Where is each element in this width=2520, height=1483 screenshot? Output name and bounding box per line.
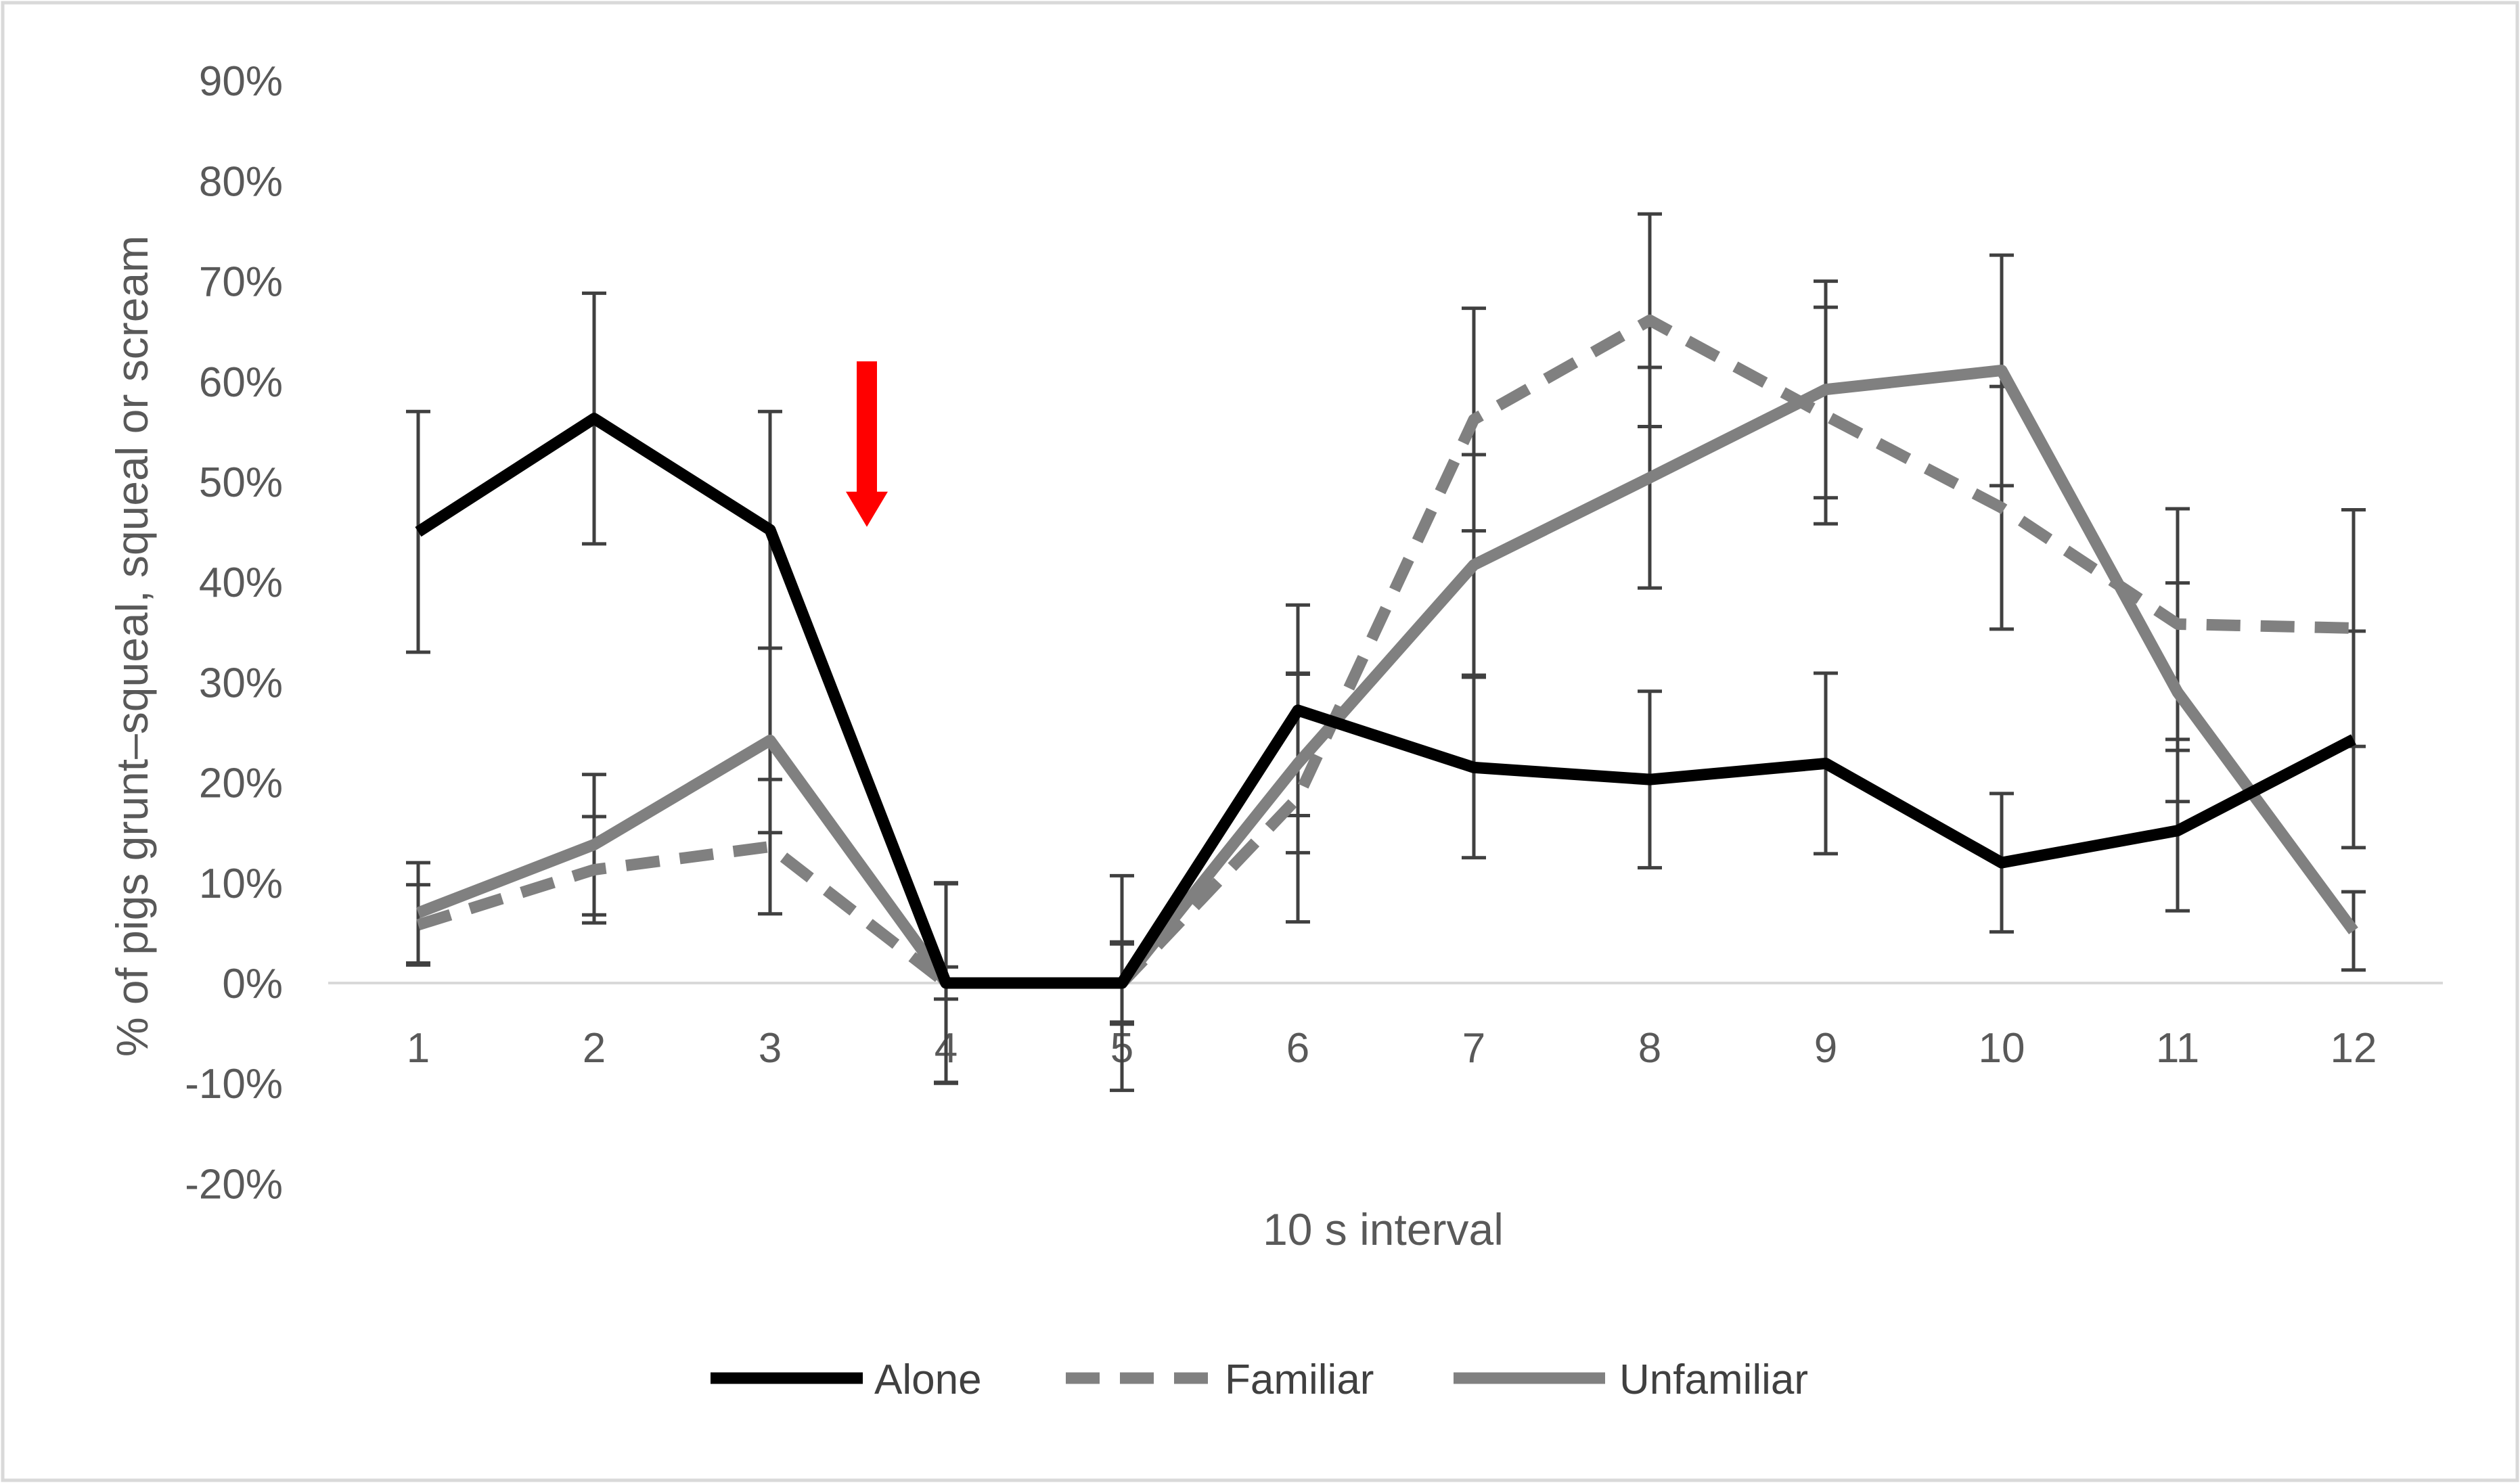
series-line-familiar: [416, 314, 2354, 989]
x-tick-label: 1: [407, 1025, 430, 1072]
y-tick-label: -10%: [185, 1061, 283, 1108]
x-axis-title: 10 s interval: [1263, 1204, 1504, 1254]
y-tick-label: 80%: [199, 158, 283, 205]
y-tick-label: 30%: [199, 660, 283, 706]
y-tick-label: 20%: [199, 760, 283, 807]
x-tick-label: 2: [583, 1025, 606, 1072]
y-tick-label: 0%: [222, 961, 283, 1007]
y-tick-label: 50%: [199, 459, 283, 506]
x-tick-label: 11: [2156, 1025, 2199, 1072]
legend-label-alone: Alone: [874, 1356, 982, 1403]
x-tick-label: 3: [759, 1025, 782, 1072]
legend-label-familiar: Familiar: [1225, 1356, 1374, 1403]
x-tick-label: 10: [1979, 1025, 2025, 1072]
x-tick-label: 12: [2331, 1025, 2377, 1072]
x-tick-label: 8: [1638, 1025, 1661, 1072]
legend-label-unfamiliar: Unfamiliar: [1619, 1356, 1808, 1403]
legend: Alone Familiar Unfamiliar: [711, 1356, 1808, 1403]
y-tick-label: 90%: [199, 58, 283, 105]
y-tick-label: 10%: [199, 861, 283, 907]
y-tick-label: 70%: [199, 259, 283, 306]
x-tick-label: 9: [1814, 1025, 1837, 1072]
y-tick-label: 60%: [199, 359, 283, 406]
y-axis-title: % of pigs grunt–squeal, squeal or scream: [107, 235, 157, 1057]
x-tick-label: 6: [1286, 1025, 1309, 1072]
x-tick-label: 7: [1462, 1025, 1485, 1072]
red-down-arrow-icon: [846, 361, 888, 527]
y-tick-label: 40%: [199, 560, 283, 606]
series-line-alone: [415, 413, 2356, 989]
series-line-unfamiliar: [415, 364, 2358, 989]
y-tick-label: -20%: [185, 1161, 283, 1208]
